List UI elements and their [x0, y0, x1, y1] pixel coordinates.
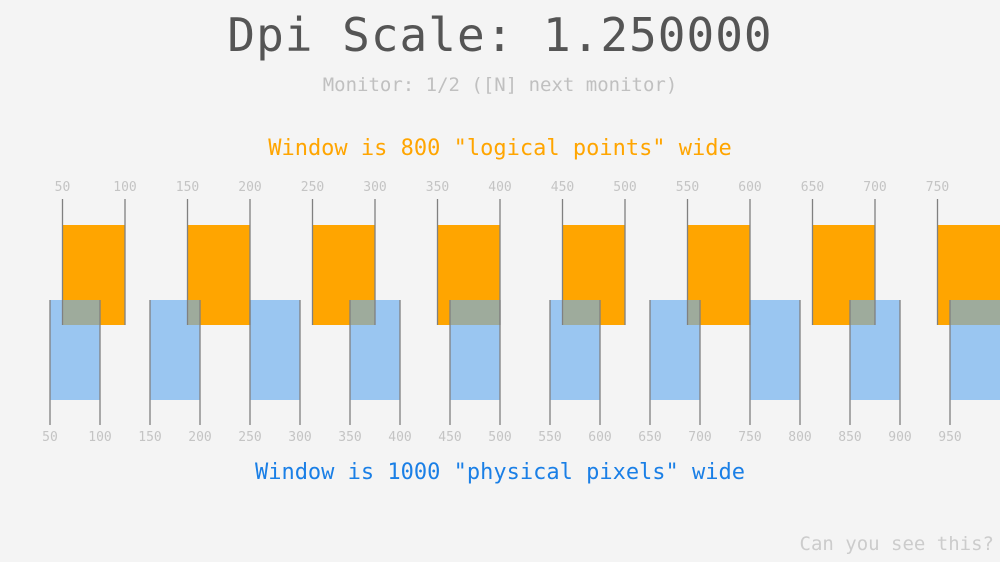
logical-tick-label: 500 — [613, 180, 636, 195]
logical-tick-label: 100 — [113, 180, 136, 195]
physical-tick-label: 700 — [688, 430, 711, 445]
logical-tick-label: 700 — [863, 180, 886, 195]
logical-tick-label: 400 — [488, 180, 511, 195]
physical-tick-label: 800 — [788, 430, 811, 445]
physical-box — [250, 300, 300, 400]
physical-box — [450, 300, 500, 400]
physical-tick-label: 900 — [888, 430, 911, 445]
logical-tick-label: 250 — [301, 180, 324, 195]
physical-box — [950, 300, 1000, 400]
physical-tick-label: 600 — [588, 430, 611, 445]
logical-tick-label: 650 — [801, 180, 824, 195]
physical-tick-label: 950 — [938, 430, 961, 445]
dpi-scale-title: Dpi Scale: 1.250000 — [227, 8, 773, 62]
physical-tick-label: 500 — [488, 430, 511, 445]
edge-visibility-text: Can you see this? — [799, 533, 994, 555]
physical-tick-label: 850 — [838, 430, 861, 445]
logical-points-caption: Window is 800 "logical points" wide — [268, 136, 732, 161]
physical-tick-label: 150 — [138, 430, 161, 445]
logical-tick-label: 450 — [551, 180, 574, 195]
physical-tick-label: 200 — [188, 430, 211, 445]
logical-tick-label: 600 — [738, 180, 761, 195]
physical-box — [550, 300, 600, 400]
physical-tick-label: 550 — [538, 430, 561, 445]
logical-tick-label: 550 — [676, 180, 699, 195]
physical-tick-label: 100 — [88, 430, 111, 445]
logical-tick-label: 150 — [176, 180, 199, 195]
physical-tick-label: 750 — [738, 430, 761, 445]
physical-box — [650, 300, 700, 400]
physical-tick-label: 400 — [388, 430, 411, 445]
physical-pixels-caption: Window is 1000 "physical pixels" wide — [254, 460, 746, 485]
physical-tick-label: 650 — [638, 430, 661, 445]
physical-tick-label: 450 — [438, 430, 461, 445]
logical-tick-label: 200 — [238, 180, 261, 195]
physical-tick-label: 300 — [288, 430, 311, 445]
physical-box — [150, 300, 200, 400]
physical-tick-label: 250 — [238, 430, 261, 445]
logical-tick-label: 50 — [55, 180, 71, 195]
physical-box — [50, 300, 100, 400]
physical-box — [750, 300, 800, 400]
physical-tick-label: 50 — [42, 430, 58, 445]
logical-tick-label: 300 — [363, 180, 386, 195]
physical-tick-label: 350 — [338, 430, 361, 445]
logical-tick-label: 350 — [426, 180, 449, 195]
monitor-info: Monitor: 1/2 ([N] next monitor) — [322, 74, 678, 96]
logical-tick-label: 750 — [926, 180, 949, 195]
